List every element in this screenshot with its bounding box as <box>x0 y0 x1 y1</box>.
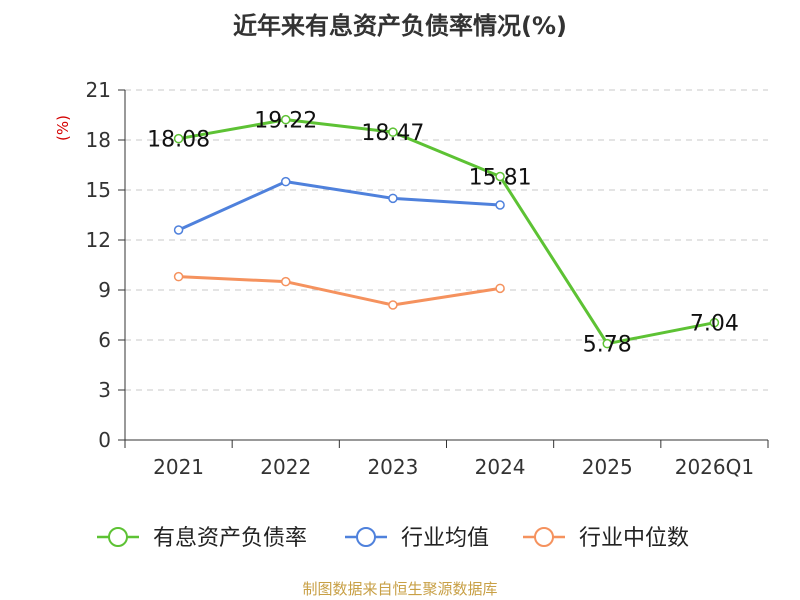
chart-title: 近年来有息资产负债率情况(%) <box>233 12 567 40</box>
y-tick-label: 3 <box>98 378 111 402</box>
data-label: 15.81 <box>469 166 532 191</box>
series-point-2 <box>281 276 291 287</box>
series-point-0 <box>173 133 184 144</box>
legend-label: 有息资产负债率 <box>153 526 307 551</box>
x-tick-label: 2023 <box>367 455 418 479</box>
series-point-2 <box>173 271 184 282</box>
y-tick-label: 9 <box>98 278 111 302</box>
series-point-1 <box>388 193 398 204</box>
x-tick-label: 2022 <box>260 455 311 479</box>
data-label: 5.78 <box>583 333 632 358</box>
y-tick-label: 18 <box>86 128 111 152</box>
series-point-0 <box>709 317 720 328</box>
y-tick-label: 6 <box>98 328 111 352</box>
series-point-0 <box>388 127 398 137</box>
y-tick-label: 12 <box>86 228 111 252</box>
series-point-1 <box>173 225 184 235</box>
series-point-1 <box>281 176 291 187</box>
data-label: 7.04 <box>690 312 739 337</box>
y-tick-label: 21 <box>86 78 111 102</box>
x-tick-label: 2026Q1 <box>675 455 754 479</box>
series-point-2 <box>495 283 505 294</box>
legend-label: 行业均值 <box>401 526 489 551</box>
data-source-note: 制图数据来自恒生聚源数据库 <box>302 580 498 598</box>
series-point-0 <box>281 114 291 125</box>
data-label: 18.47 <box>361 121 424 146</box>
series-point-0 <box>495 171 505 182</box>
y-tick-label: 0 <box>98 428 111 452</box>
legend-marker-1 <box>356 527 376 547</box>
series-line-2 <box>178 275 501 307</box>
legend-label: 行业中位数 <box>579 526 689 551</box>
legend-marker-0 <box>108 527 128 547</box>
x-tick-label: 2025 <box>582 455 633 479</box>
x-tick-label: 2021 <box>153 455 204 479</box>
series-point-0 <box>602 338 612 349</box>
data-label: 18.08 <box>147 128 210 153</box>
series-point-2 <box>388 300 398 310</box>
series-point-1 <box>495 200 505 210</box>
legend-marker-2 <box>534 527 554 547</box>
y-tick-label: 15 <box>86 178 111 202</box>
series-line-0 <box>178 118 715 346</box>
series-line-1 <box>177 180 501 232</box>
x-tick-label: 2024 <box>475 455 526 479</box>
y-axis-label: (%) <box>54 115 72 141</box>
data-label: 19.22 <box>254 109 317 134</box>
